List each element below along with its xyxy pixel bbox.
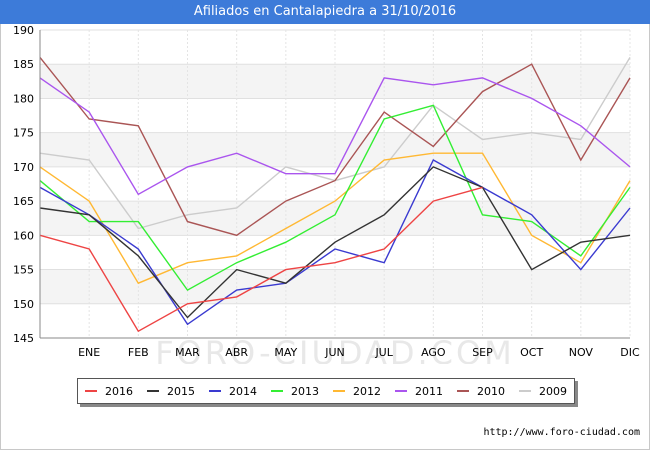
x-tick-label: AGO <box>421 346 446 359</box>
grid-band <box>40 64 630 99</box>
legend-item-2015: 2015 <box>147 385 195 398</box>
legend-label: 2009 <box>539 384 567 398</box>
legend-label: 2016 <box>105 384 133 398</box>
x-tick-label: FEB <box>128 346 149 359</box>
x-tick-label: SEP <box>472 346 493 359</box>
chart-title: Afiliados en Cantalapiedra a 31/10/2016 <box>0 0 650 24</box>
legend-label: 2011 <box>415 384 443 398</box>
watermark: FORO-CIUDAD.COM <box>155 334 515 364</box>
x-tick-label: MAY <box>274 346 297 359</box>
y-tick-label: 150 <box>13 298 34 311</box>
legend-swatch <box>209 390 221 392</box>
legend-item-2009: 2009 <box>519 385 567 398</box>
y-tick-label: 155 <box>13 264 34 277</box>
legend-item-2013: 2013 <box>271 385 319 398</box>
legend-swatch <box>519 390 531 392</box>
legend-swatch <box>271 390 283 392</box>
y-tick-label: 145 <box>13 332 34 345</box>
series-line-2011 <box>39 77 631 196</box>
legend-item-2010: 2010 <box>457 385 505 398</box>
y-tick-label: 170 <box>13 161 34 174</box>
series-line-2015 <box>39 166 631 319</box>
x-tick-label: ENE <box>78 346 100 359</box>
series-line-2016 <box>39 186 483 333</box>
series-line-2014 <box>39 159 631 326</box>
line-chart: FORO-CIUDAD.COM 145 150 155 160 165 170 175 180… <box>13 24 640 364</box>
y-tick-label: 175 <box>13 127 34 140</box>
legend-label: 2015 <box>167 384 195 398</box>
legend-item-2012: 2012 <box>333 385 381 398</box>
x-tick-label: NOV <box>569 346 594 359</box>
legend-label: 2012 <box>353 384 381 398</box>
y-tick-label: 160 <box>13 229 34 242</box>
x-tick-label: JUN <box>324 346 345 359</box>
y-tick-label: 185 <box>13 58 34 71</box>
legend-swatch <box>457 390 469 392</box>
legend-label: 2014 <box>229 384 257 398</box>
x-tick-label: MAR <box>175 346 200 359</box>
legend-item-2014: 2014 <box>209 385 257 398</box>
y-tick-label: 180 <box>13 92 34 105</box>
chart-legend: 2016 2015 2014 2013 2012 2011 2010 2009 <box>77 378 575 404</box>
legend-swatch <box>333 390 345 392</box>
legend-item-2011: 2011 <box>395 385 443 398</box>
legend-label: 2010 <box>477 384 505 398</box>
legend-swatch <box>85 390 97 392</box>
x-tick-label: ABR <box>225 346 248 359</box>
y-tick-label: 165 <box>13 195 34 208</box>
series-line-2010 <box>39 56 631 237</box>
footer-url[interactable]: http://www.foro-ciudad.com <box>483 427 640 438</box>
series-line-2013 <box>39 104 631 292</box>
y-tick-label: 190 <box>13 24 34 37</box>
legend-swatch <box>395 390 407 392</box>
grid-band <box>40 132 630 167</box>
x-tick-label: JUL <box>374 346 393 359</box>
legend-swatch <box>147 390 159 392</box>
legend-item-2016: 2016 <box>85 385 133 398</box>
x-tick-label: OCT <box>520 346 543 359</box>
x-tick-label: DIC <box>620 346 640 359</box>
legend-label: 2013 <box>291 384 319 398</box>
series-line-2012 <box>39 152 631 285</box>
